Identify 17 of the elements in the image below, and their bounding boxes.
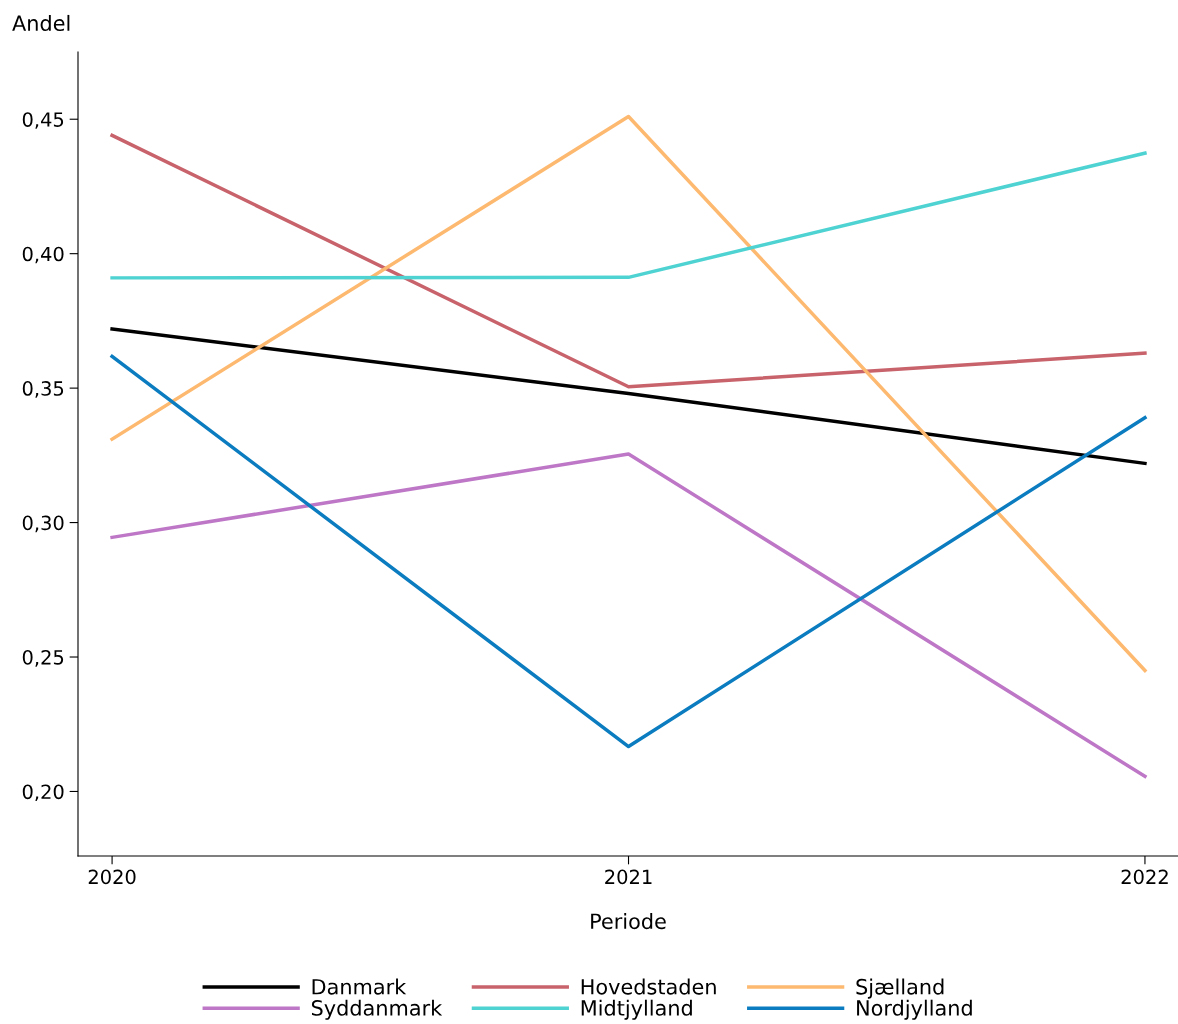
y-tick-label: 0,45 bbox=[22, 112, 64, 129]
legend-label: Syddanmark bbox=[311, 999, 443, 1020]
y-axis-title: Andel bbox=[12, 14, 70, 32]
legend-label: Hovedstaden bbox=[581, 978, 716, 995]
legend-label: Sjælland bbox=[856, 978, 944, 999]
x-axis-title: Periode bbox=[591, 913, 666, 930]
x-tick-label: 2021 bbox=[605, 869, 652, 885]
x-tick-label: 2022 bbox=[1121, 869, 1168, 885]
y-tick-label: 0,30 bbox=[22, 515, 64, 533]
y-tick-label: 0,25 bbox=[22, 649, 64, 667]
legend-label: Nordjylland bbox=[857, 999, 972, 1020]
y-tick-label: 0,40 bbox=[22, 246, 64, 264]
y-tick-label: 0,35 bbox=[22, 381, 64, 398]
y-tick-label: 0,20 bbox=[22, 784, 64, 802]
legend-label: Danmark bbox=[312, 978, 407, 995]
legend-label: Midtjylland bbox=[581, 999, 692, 1020]
x-tick-label: 2020 bbox=[88, 869, 136, 885]
